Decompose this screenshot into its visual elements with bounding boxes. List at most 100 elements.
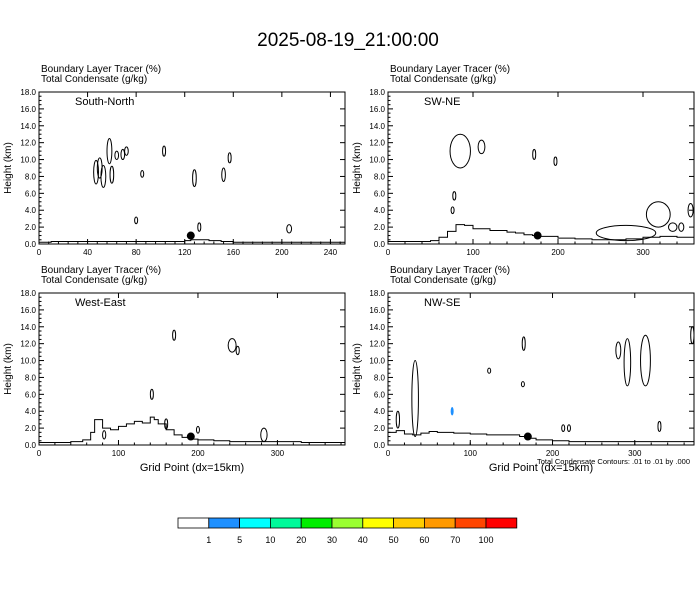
condensate-contour bbox=[134, 216, 139, 225]
condensate-contour bbox=[395, 410, 401, 429]
y-tick-label: 0.0 bbox=[25, 441, 37, 450]
condensate-contour bbox=[561, 424, 566, 432]
panel-title: South-North bbox=[75, 96, 134, 108]
terrain-line bbox=[39, 239, 345, 243]
condensate-contour bbox=[623, 338, 632, 387]
condensate-contour bbox=[114, 150, 120, 161]
condensate-contour bbox=[450, 407, 454, 416]
y-tick-label: 16.0 bbox=[369, 105, 385, 114]
field-label-condensate: Total Condensate (g/kg) bbox=[41, 74, 147, 85]
y-tick-label: 4.0 bbox=[25, 407, 37, 416]
y-tick-label: 0.0 bbox=[25, 240, 37, 249]
y-axis-label: Height (km) bbox=[352, 142, 363, 194]
colorbar-label: 40 bbox=[358, 535, 368, 545]
y-tick-label: 12.0 bbox=[369, 139, 385, 148]
field-label-tracer: Boundary Layer Tracer (%) bbox=[390, 265, 510, 276]
y-tick-label: 2.0 bbox=[25, 424, 37, 433]
y-tick-label: 4.0 bbox=[374, 407, 386, 416]
y-tick-label: 6.0 bbox=[25, 390, 37, 399]
x-tick-label: 100 bbox=[466, 248, 480, 257]
y-tick-label: 8.0 bbox=[374, 172, 386, 181]
condensate-contour bbox=[532, 148, 537, 161]
field-label-tracer: Boundary Layer Tracer (%) bbox=[41, 64, 161, 75]
y-tick-label: 16.0 bbox=[369, 306, 385, 315]
colorbar-label: 10 bbox=[265, 535, 275, 545]
x-tick-label: 120 bbox=[178, 248, 192, 257]
field-label-condensate: Total Condensate (g/kg) bbox=[390, 74, 496, 85]
condensate-contour bbox=[450, 206, 455, 215]
colorbar-label: 30 bbox=[327, 535, 337, 545]
contour-group bbox=[388, 133, 694, 242]
plot-frame bbox=[387, 292, 695, 446]
colorbar-label: 50 bbox=[389, 535, 399, 545]
y-tick-label: 0.0 bbox=[374, 441, 386, 450]
y-tick-label: 14.0 bbox=[369, 323, 385, 332]
panel-nw-se: Boundary Layer Tracer (%)Total Condensat… bbox=[352, 265, 695, 474]
contour-group bbox=[39, 137, 345, 243]
location-marker bbox=[186, 231, 195, 240]
terrain-line bbox=[39, 416, 345, 443]
colorbar-swatch bbox=[269, 517, 302, 529]
y-tick-label: 12.0 bbox=[20, 340, 36, 349]
condensate-contour bbox=[227, 338, 237, 353]
y-tick-label: 12.0 bbox=[20, 139, 36, 148]
condensate-contour bbox=[102, 430, 107, 440]
condensate-contour bbox=[192, 169, 197, 188]
condensate-contour bbox=[106, 137, 113, 165]
colorbar-label: 5 bbox=[237, 535, 242, 545]
terrain-line bbox=[388, 224, 694, 242]
condensate-contour bbox=[172, 329, 177, 341]
y-tick-label: 4.0 bbox=[374, 206, 386, 215]
x-tick-label: 200 bbox=[275, 248, 289, 257]
x-tick-label: 200 bbox=[551, 248, 565, 257]
terrain-line bbox=[388, 430, 694, 443]
y-axis-label: Height (km) bbox=[352, 343, 363, 395]
colorbar-swatch bbox=[485, 517, 518, 529]
x-tick-label: 100 bbox=[464, 449, 478, 458]
location-marker bbox=[186, 432, 195, 441]
panel-west-east: Boundary Layer Tracer (%)Total Condensat… bbox=[3, 265, 346, 474]
y-tick-label: 0.0 bbox=[374, 240, 386, 249]
y-tick-label: 8.0 bbox=[25, 373, 37, 382]
condensate-contour bbox=[140, 170, 145, 178]
location-marker bbox=[523, 432, 532, 441]
condensate-contour bbox=[687, 202, 694, 218]
panel-south-north: Boundary Layer Tracer (%)Total Condensat… bbox=[3, 64, 346, 257]
condensate-contour bbox=[411, 360, 419, 438]
y-tick-label: 8.0 bbox=[374, 373, 386, 382]
condensate-contour bbox=[235, 345, 240, 356]
condensate-contour bbox=[645, 201, 671, 228]
x-tick-label: 300 bbox=[271, 449, 285, 458]
condensate-contour bbox=[657, 420, 662, 432]
condensate-contour bbox=[149, 388, 154, 400]
y-tick-label: 16.0 bbox=[20, 306, 36, 315]
condensate-contour bbox=[521, 336, 526, 351]
condensate-contour bbox=[120, 148, 126, 161]
contour-group bbox=[39, 329, 345, 443]
y-tick-label: 18.0 bbox=[20, 88, 36, 97]
condensate-contour bbox=[286, 224, 293, 234]
condensate-contour bbox=[690, 326, 694, 345]
colorbar-swatch bbox=[393, 517, 425, 529]
plot-frame bbox=[38, 292, 346, 446]
colorbar-swatch bbox=[362, 517, 394, 529]
x-tick-label: 100 bbox=[112, 449, 126, 458]
condensate-contour bbox=[197, 222, 202, 232]
y-tick-label: 6.0 bbox=[25, 189, 37, 198]
colorbar-swatch bbox=[423, 517, 456, 529]
colorbar-swatch bbox=[208, 517, 241, 529]
condensate-contour bbox=[566, 424, 571, 432]
y-tick-label: 14.0 bbox=[369, 122, 385, 131]
condensate-contour bbox=[100, 164, 107, 188]
condensate-contour bbox=[260, 427, 268, 443]
x-tick-label: 0 bbox=[37, 248, 42, 257]
contour-group bbox=[388, 326, 694, 443]
condensate-contour bbox=[93, 159, 99, 185]
x-tick-label: 0 bbox=[386, 248, 391, 257]
condensate-contour bbox=[678, 222, 685, 232]
x-tick-label: 40 bbox=[83, 248, 92, 257]
colorbar-swatch bbox=[331, 517, 364, 529]
colorbar-label: 70 bbox=[450, 535, 460, 545]
plot-frame bbox=[38, 91, 346, 245]
colorbar: 1 5 10 20 30 40 50 60 70 100 bbox=[177, 517, 518, 545]
